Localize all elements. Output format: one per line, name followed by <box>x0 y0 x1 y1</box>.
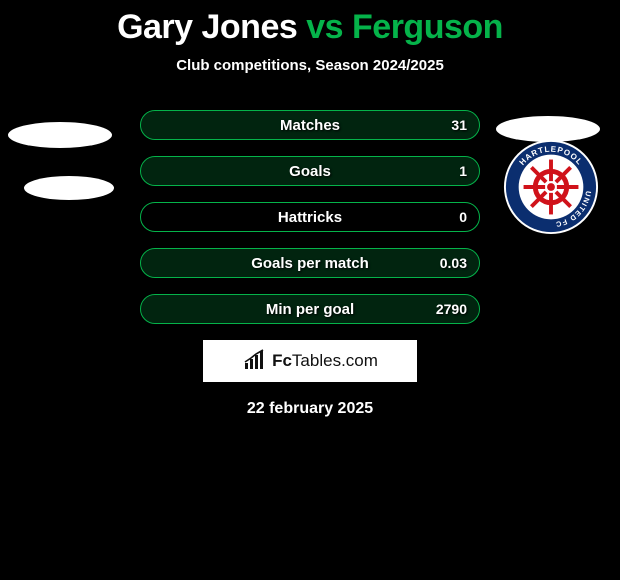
stat-right-value: 0.03 <box>440 249 467 277</box>
page-title: Gary Jones vs Ferguson <box>0 0 620 47</box>
bar-chart-icon <box>242 349 266 373</box>
stat-row: Goals 1 <box>140 156 480 186</box>
ellipse-icon <box>24 176 114 200</box>
stat-row: Goals per match 0.03 <box>140 248 480 278</box>
brand-pre: Fc <box>272 351 292 371</box>
date-label: 22 february 2025 <box>0 400 620 418</box>
stat-right-value: 2790 <box>436 295 467 323</box>
stat-row: Matches 31 <box>140 110 480 140</box>
stat-label: Goals per match <box>141 249 479 277</box>
stat-label: Matches <box>141 111 479 139</box>
stat-right-value: 0 <box>459 203 467 231</box>
stat-row: Hattricks 0 <box>140 202 480 232</box>
ellipse-icon <box>8 122 112 148</box>
brand-box: FcTables.com <box>203 340 417 382</box>
stat-row: Min per goal 2790 <box>140 294 480 324</box>
player1-name: Gary Jones <box>117 8 297 46</box>
stat-label: Goals <box>141 157 479 185</box>
brand-post: Tables.com <box>292 351 378 371</box>
stat-right-value: 1 <box>459 157 467 185</box>
crest-svg: HARTLEPOOL UNITED FC <box>502 138 600 236</box>
player2-name: Ferguson <box>352 8 503 46</box>
club-right-crest: HARTLEPOOL UNITED FC <box>502 120 600 218</box>
subtitle: Club competitions, Season 2024/2025 <box>0 57 620 74</box>
stat-right-value: 31 <box>451 111 467 139</box>
vs-label: vs <box>306 8 343 46</box>
stat-label: Min per goal <box>141 295 479 323</box>
club-left-mark <box>8 122 118 228</box>
stat-label: Hattricks <box>141 203 479 231</box>
